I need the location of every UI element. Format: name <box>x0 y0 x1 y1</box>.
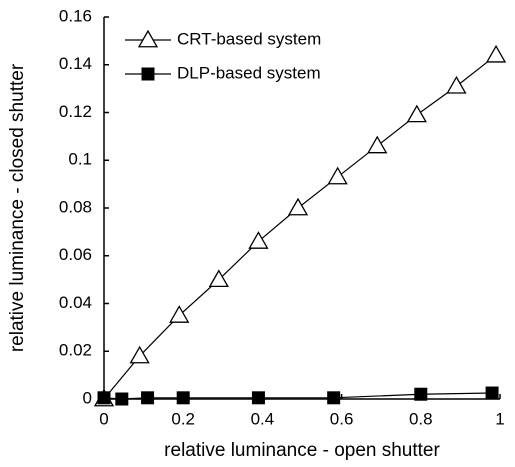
y-tick-label: 0.1 <box>68 150 92 169</box>
y-tick-label: 0.04 <box>59 293 92 312</box>
x-tick-label: 0.8 <box>409 409 433 428</box>
x-tick-label: 1 <box>495 409 504 428</box>
marker <box>485 386 499 400</box>
marker <box>414 387 428 401</box>
legend-marker <box>141 67 155 81</box>
marker <box>327 391 341 405</box>
legend-label: DLP-based system <box>177 63 321 82</box>
x-axis-title: relative luminance - open shutter <box>164 440 440 461</box>
marker <box>327 166 348 185</box>
marker <box>485 44 507 63</box>
marker <box>446 75 467 94</box>
marker <box>176 391 190 405</box>
marker <box>129 345 150 364</box>
marker <box>367 135 388 154</box>
series-line <box>103 392 493 400</box>
y-tick-label: 0.16 <box>59 6 92 25</box>
marker <box>248 231 269 249</box>
y-tick-label: 0.12 <box>59 102 92 121</box>
marker <box>141 391 155 405</box>
marker <box>287 197 309 216</box>
x-tick-label: 0 <box>99 409 108 428</box>
marker <box>251 391 265 405</box>
y-tick-label: 0.14 <box>59 54 92 73</box>
y-tick-label: 0.08 <box>59 197 92 216</box>
marker <box>208 269 229 288</box>
series-line <box>103 54 497 400</box>
marker <box>115 392 129 406</box>
marker <box>97 391 111 405</box>
y-tick-label: 0.02 <box>59 341 92 360</box>
y-tick-label: 0 <box>83 388 92 407</box>
x-tick-label: 0.4 <box>251 409 275 428</box>
legend-marker <box>137 29 159 48</box>
marker <box>406 104 427 123</box>
legend-label: CRT-based system <box>177 29 321 48</box>
y-tick-label: 0.06 <box>59 245 92 264</box>
y-axis-title: relative luminance - closed shutter <box>7 63 28 352</box>
x-tick-label: 0.2 <box>171 409 195 428</box>
marker <box>169 305 190 323</box>
x-tick-label: 0.6 <box>330 409 354 428</box>
